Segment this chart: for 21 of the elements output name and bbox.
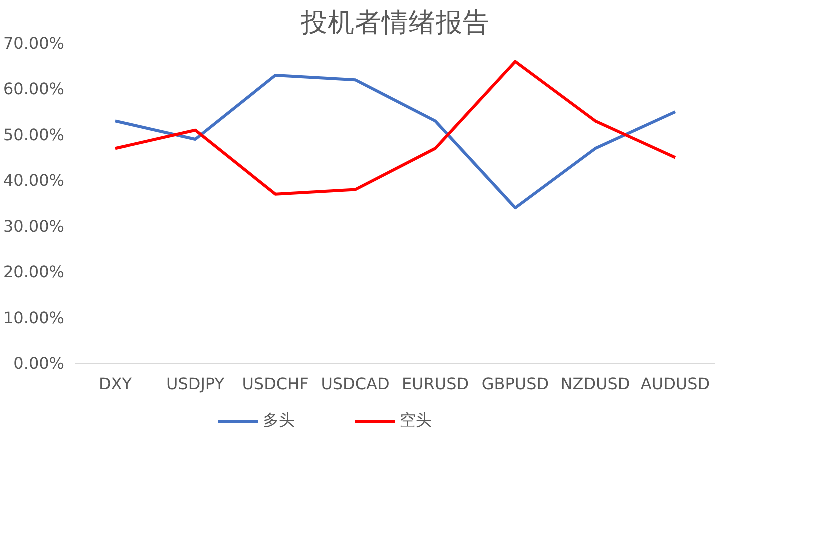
x-tick-label: NZDUSD — [560, 374, 630, 394]
legend-label: 空头 — [400, 410, 432, 432]
x-tick-label: USDJPY — [166, 374, 225, 394]
y-tick-label: 50.00% — [3, 125, 65, 144]
y-tick-label: 10.00% — [3, 308, 65, 328]
y-tick-label: 60.00% — [3, 80, 65, 99]
x-tick-label: GBPUSD — [482, 374, 550, 394]
x-tick-label: DXY — [98, 374, 132, 394]
y-tick-label: 40.00% — [3, 171, 65, 190]
chart-title: 投机者情绪报告 — [300, 8, 490, 38]
x-tick-label: AUDUSD — [640, 374, 710, 394]
line-series — [114, 60, 677, 196]
x-tick-label: USDCAD — [321, 374, 390, 394]
line-series — [114, 74, 677, 210]
x-tick-label: USDCHF — [242, 374, 309, 394]
legend-label: 多头 — [262, 410, 295, 432]
x-tick-label: EURUSD — [402, 374, 470, 394]
y-tick-label: 0.00% — [14, 354, 64, 373]
y-tick-label: 30.00% — [3, 216, 65, 236]
y-tick-label: 70.00% — [3, 34, 65, 53]
y-tick-label: 20.00% — [3, 262, 65, 282]
